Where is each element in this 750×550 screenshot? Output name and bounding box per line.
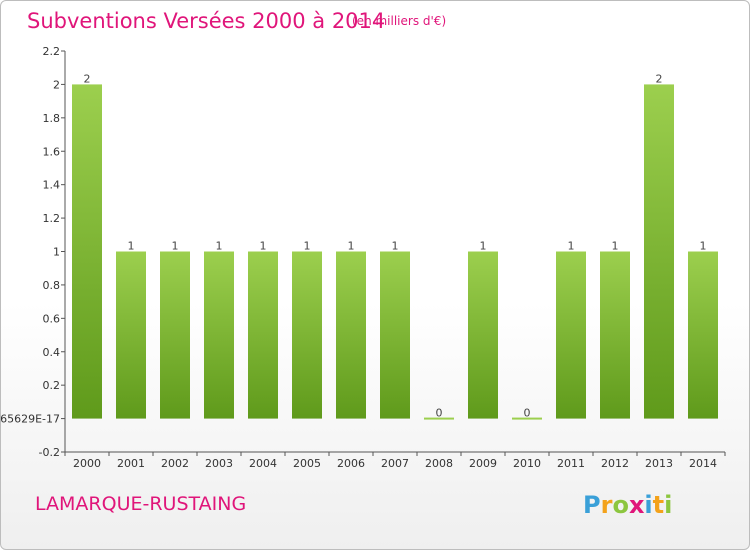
bar-value-label: 2 [656,72,663,85]
axes: -0.2 -1.5265629E-17 0.2 0.4 0.6 0.8 1 1.2 1.4 1.6… [1,45,726,470]
y-tick-label: 2 [53,78,60,91]
y-tick-label: 1.6 [43,145,61,158]
bar-value-label: 0 [524,407,531,420]
x-tick-label: 2005 [293,457,321,470]
bar-value-label: 1 [392,240,399,253]
brand-letter: P [583,491,601,519]
bar [424,417,454,420]
bar [468,251,498,419]
x-tick-label: 2011 [557,457,585,470]
bar [204,251,234,419]
x-tick-label: 2009 [469,457,497,470]
brand-letter: i [644,491,653,519]
bar [72,84,102,419]
brand-letter: i [664,491,673,519]
bar [688,251,718,419]
y-tick-label: -0.2 [39,446,60,459]
bar [380,251,410,419]
bar-value-label: 1 [480,240,487,253]
y-tick-label: 1 [53,246,60,259]
bar-value-label: 1 [216,240,223,253]
x-tick-label: 2008 [425,457,453,470]
bar-value-label: 1 [568,240,575,253]
y-tick-label: 0.2 [43,379,61,392]
x-tick-label: 2003 [205,457,233,470]
brand-letter: r [600,491,613,519]
bar-value-label: 1 [128,240,135,253]
bar [512,417,542,420]
chart-title: Subventions Versées 2000 à 2014 [27,9,386,33]
x-tick-label: 2010 [513,457,541,470]
y-tick-label: 0.8 [43,279,61,292]
y-tick-label: 1.8 [43,112,61,125]
x-tick-label: 2014 [689,457,717,470]
bar-value-label: 1 [700,240,707,253]
y-tick-label: 2.2 [43,45,61,58]
bar [644,84,674,419]
x-tick-label: 2006 [337,457,365,470]
bar-value-label: 0 [436,407,443,420]
bar-value-label: 2 [84,72,91,85]
y-tick-label: 0.4 [43,346,61,359]
brand-logo: Proxiti [583,491,672,519]
bar [160,251,190,419]
brand-letter: t [652,491,665,519]
bars: 2 1 1 1 1 1 1 1 0 1 0 1 1 2 1 [72,72,718,420]
y-tick-label: 1.4 [43,179,61,192]
commune-name: LAMARQUE-RUSTAING [35,493,247,515]
chart-subtitle: (en milliers d'€) [352,14,447,28]
x-tick-label: 2001 [117,457,145,470]
x-tick-label: 2013 [645,457,673,470]
bar-value-label: 1 [348,240,355,253]
y-tick-label: 0.6 [43,312,61,325]
y-tick-label: -1.5265629E-17 [1,413,60,426]
y-tick-label: 1.2 [43,212,61,225]
x-tick-label: 2000 [73,457,101,470]
bar [556,251,586,419]
bar [116,251,146,419]
x-tick-label: 2002 [161,457,189,470]
brand-letter: x [628,491,645,519]
bar [292,251,322,419]
bar-value-label: 1 [260,240,267,253]
brand-letter: o [612,491,629,519]
bar-value-label: 1 [304,240,311,253]
bar-value-label: 1 [172,240,179,253]
x-tick-label: 2012 [601,457,629,470]
x-tick-label: 2007 [381,457,409,470]
bar-value-label: 1 [612,240,619,253]
x-tick-label: 2004 [249,457,277,470]
bar [248,251,278,419]
bar [600,251,630,419]
bar [336,251,366,419]
